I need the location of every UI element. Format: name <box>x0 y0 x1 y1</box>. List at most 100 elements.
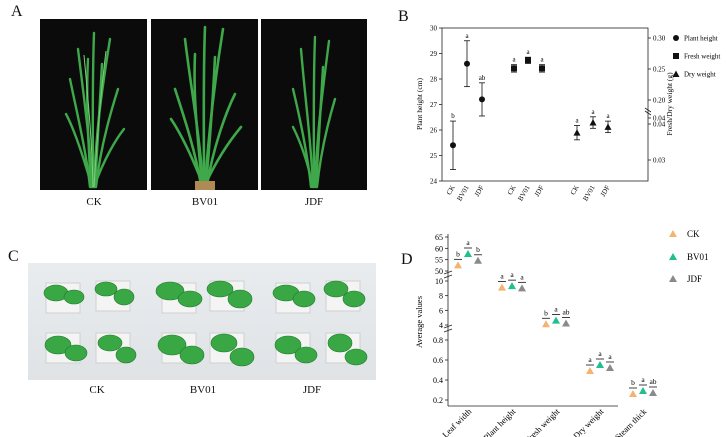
chart-d-point <box>498 283 506 291</box>
chart-b-xtick-label: CK <box>569 184 581 196</box>
chart-d-legend-marker <box>669 253 677 260</box>
chart-d-axis-break <box>443 324 453 329</box>
chart-b-sig-letter: a <box>512 56 516 64</box>
chart-d-point <box>518 284 526 292</box>
chart-d-sig-letter: a <box>598 349 602 358</box>
photo-c-bv01 <box>146 263 260 380</box>
chart-d-axis-break <box>443 328 453 333</box>
chart-b-y2tick-label: 0.03 <box>653 157 666 165</box>
chart-b-ytick-label: 26 <box>430 127 438 135</box>
chart-d-point <box>629 390 637 397</box>
chart-d-sig-letter: a <box>466 238 470 247</box>
chart-b-xtick-label: CK <box>445 184 457 196</box>
chart-d-ytick-label: 0.6 <box>433 356 443 365</box>
chart-d-point <box>508 282 516 290</box>
chart-b-xtick-label: BV01 <box>581 184 597 203</box>
chart-d-axis-break <box>443 270 453 275</box>
chart-b-sig-letter: a <box>526 48 530 56</box>
wheat-seedlings-bv01 <box>169 25 243 190</box>
chart-b-xtick-label: BV01 <box>516 184 532 203</box>
chart-b-legend-label: Plant height <box>684 35 718 43</box>
chart-b-point <box>464 60 470 67</box>
chart-d-ytick-label: 0.8 <box>433 336 443 345</box>
chart-d-legend-label: JDF <box>687 274 702 284</box>
chart-d-xtick-label: Leaf width <box>440 406 474 437</box>
chart-b-point <box>604 123 612 130</box>
chart-d-xtick-label: Steam thick <box>613 406 649 437</box>
chart-d-legend-marker <box>669 275 677 282</box>
chart-d-point <box>552 316 560 324</box>
chart-d-legend-label: CK <box>687 229 700 239</box>
chart-d-sig-letter: b <box>631 378 635 387</box>
caption-c-jdf: JDF <box>302 384 322 396</box>
caption-a-ck: CK <box>86 196 102 208</box>
chart-b-xtick-label: JDF <box>473 184 486 198</box>
chart-d-point <box>606 364 614 371</box>
chart-b-y2tick-label: 0.20 <box>653 97 666 105</box>
chart-d-point <box>562 319 570 327</box>
caption-c-bv01: BV01 <box>189 384 217 396</box>
chart-b-xtick-label: JDF <box>533 184 546 198</box>
chart-d-ytick-label: 10 <box>435 277 443 286</box>
chart-b-sig-letter: a <box>606 112 610 120</box>
chart-b-legend-marker <box>673 53 679 59</box>
chart-b-ytick-label: 24 <box>430 178 438 186</box>
chart-d-legend-label: BV01 <box>687 252 709 262</box>
photo-a-bv01 <box>151 19 258 190</box>
chart-d-sig-letter: ab <box>649 377 656 386</box>
pepper-plants-jdf <box>272 280 368 366</box>
chart-d-point <box>464 250 472 257</box>
panel-letter-c: C <box>8 248 19 265</box>
chart-d-xtick-label: Fresh weight <box>523 406 562 437</box>
chart-d-sig-letter: a <box>520 272 524 281</box>
chart-d-sig-letter: b <box>476 245 480 254</box>
chart-d-point <box>649 389 657 396</box>
chart-b-y2tick-label: 0.30 <box>653 35 666 43</box>
photo-c-jdf <box>260 263 376 380</box>
chart-b-legend-marker <box>673 35 679 41</box>
chart-b-point <box>589 119 597 126</box>
pepper-plants-ck <box>43 280 137 364</box>
chart-d-legend-marker <box>669 230 677 237</box>
chart-d-ytick-label: 60 <box>435 244 443 253</box>
chart-d-ytick-label: 50 <box>435 267 443 276</box>
chart-b-xtick-label: CK <box>506 184 518 196</box>
chart-d-sig-letter: b <box>456 249 460 258</box>
chart-b-sig-letter: a <box>540 56 544 64</box>
chart-d-sig-letter: a <box>588 355 592 364</box>
caption-a-jdf: JDF <box>304 196 324 208</box>
chart-b-y2tick-label: 0.04 <box>653 115 666 123</box>
chart-d-ylabel: Average values <box>414 296 424 348</box>
chart-b-legend-label: Fresh weight <box>684 53 720 61</box>
chart-b-ytick-label: 30 <box>430 25 438 33</box>
chart-d-ytick-label: 0.2 <box>433 396 443 405</box>
panel-letter-b: B <box>398 8 409 25</box>
chart-d-axis-break <box>443 274 453 279</box>
chart-d-point <box>454 261 462 269</box>
chart-b-sig-letter: b <box>451 112 455 120</box>
chart-b-ytick-label: 28 <box>430 76 438 84</box>
panel-letter-a: A <box>11 3 23 20</box>
photo-c-ck <box>28 263 146 380</box>
chart-b-y2tick-label: 0.04 <box>653 121 666 129</box>
chart-b-point <box>511 65 517 72</box>
chart-b-sig-letter: a <box>575 116 579 124</box>
chart-d-sig-letter: a <box>641 375 645 384</box>
chart-b-sig-letter: a <box>465 32 469 40</box>
caption-c-ck: CK <box>89 384 105 396</box>
chart-b-sig-letter: a <box>591 108 595 116</box>
chart-d-sig-letter: a <box>608 352 612 361</box>
photo-a-jdf <box>261 19 367 190</box>
caption-a-bv01: BV01 <box>191 196 219 208</box>
chart-d-point <box>474 256 482 264</box>
chart-b-legend-marker <box>672 70 680 77</box>
chart-d-point <box>542 320 550 328</box>
chart-d-sig-letter: a <box>500 272 504 281</box>
chart-d-ytick-label: 55 <box>435 256 443 265</box>
chart-b-legend-label: Dry weight <box>684 71 716 79</box>
chart-b-xtick-label: BV01 <box>455 184 471 203</box>
chart-b-point <box>479 96 485 103</box>
chart-b-y2tick-label: 0.25 <box>653 66 666 74</box>
chart-b-ytick-label: 27 <box>430 101 438 109</box>
